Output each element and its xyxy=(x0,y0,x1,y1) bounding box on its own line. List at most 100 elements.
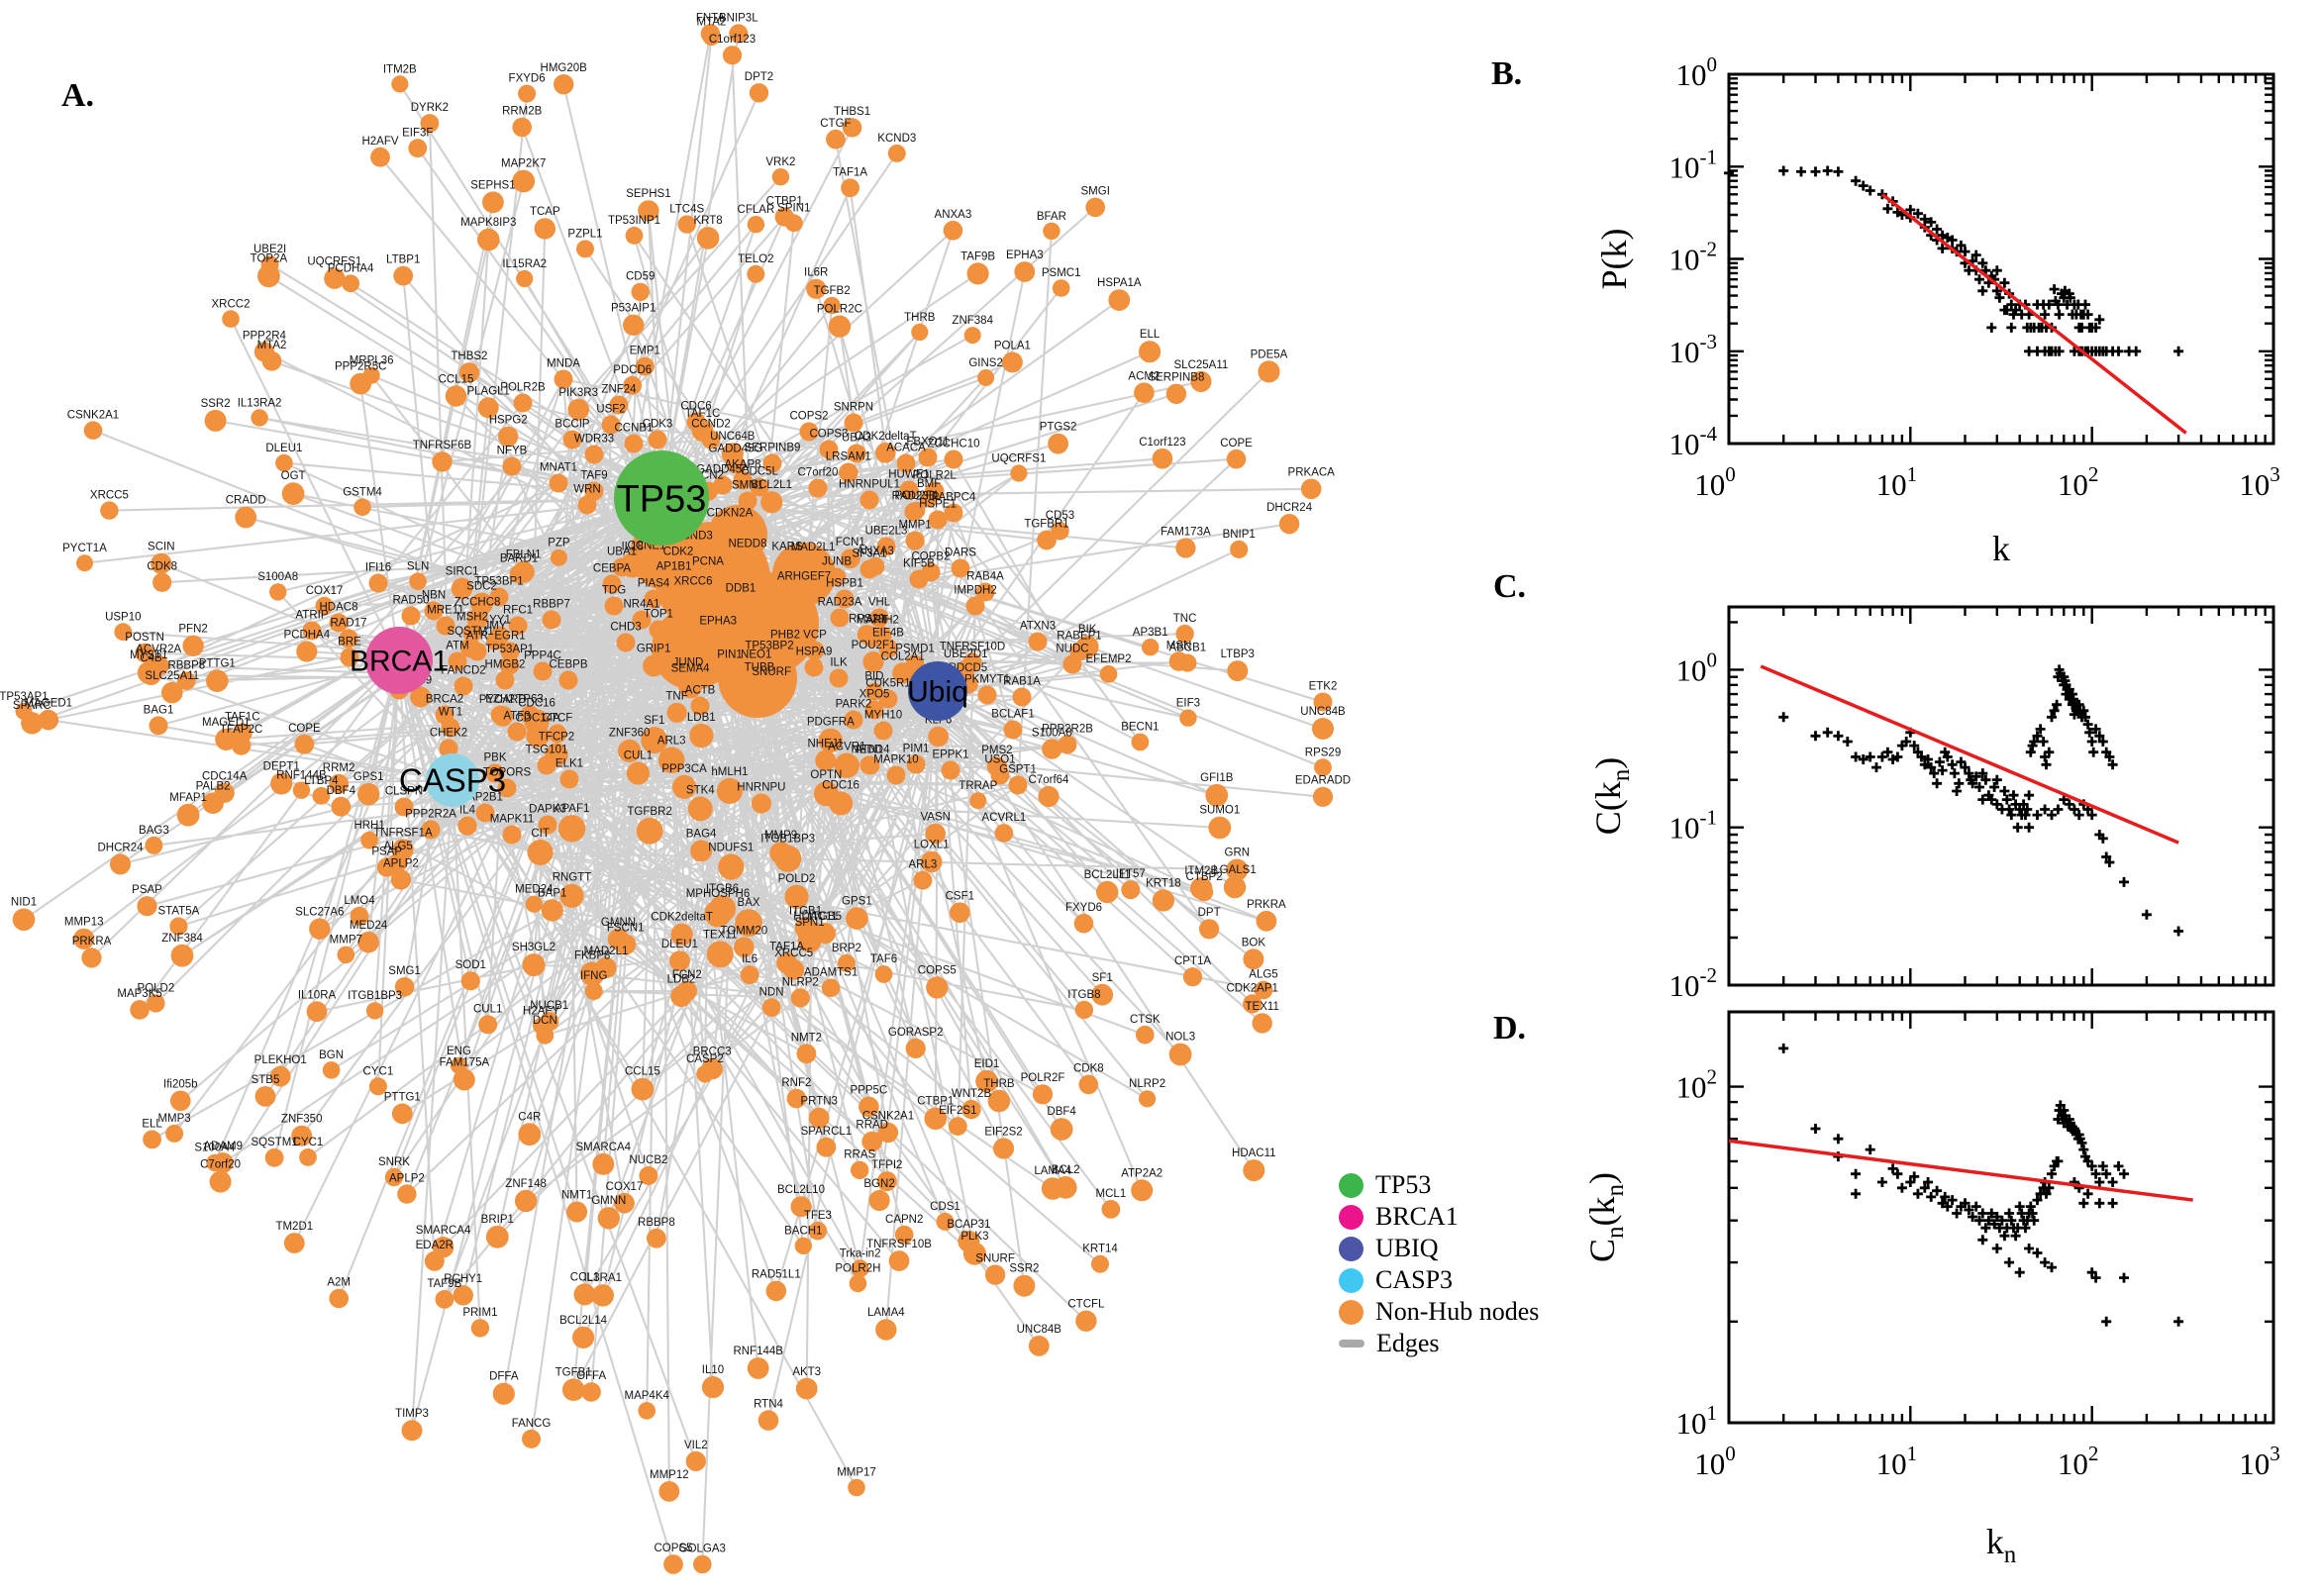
network-node-label: ATP2A2 xyxy=(1121,1167,1162,1179)
network-node xyxy=(1278,514,1300,535)
network-node-label: NUCB2 xyxy=(629,1154,667,1166)
network-node xyxy=(522,1429,541,1448)
network-node-label: IL13RA2 xyxy=(238,397,282,409)
network-node xyxy=(861,1131,882,1152)
network-node-label: APAF1 xyxy=(555,803,590,815)
network-node-label: CAPN2 xyxy=(885,1214,923,1226)
network-node-label: AP2B1 xyxy=(467,792,503,804)
network-node xyxy=(1226,449,1247,469)
network-node-label: CUL1 xyxy=(624,749,653,761)
network-node-label: S100A4 xyxy=(194,1143,236,1154)
network-node xyxy=(492,1382,515,1405)
network-node-label: NEDD8 xyxy=(729,539,767,550)
network-node-label: RAB1A xyxy=(1003,676,1041,688)
network-node xyxy=(591,1284,614,1307)
network-node-label: BNIP1 xyxy=(1223,529,1256,541)
network-node-label: GRN xyxy=(1225,848,1251,859)
network-node-label: SIRC1 xyxy=(446,566,479,578)
fit-line xyxy=(1728,1139,2193,1202)
network-node-label: ATN1 xyxy=(855,744,883,755)
network-node-label: HMGB2 xyxy=(485,659,526,671)
network-node xyxy=(296,641,318,662)
network-node-label: TP63 xyxy=(516,694,544,706)
network-node xyxy=(421,820,441,840)
network-node-label: COL2A1 xyxy=(881,650,925,662)
network-node xyxy=(975,582,995,602)
network-node xyxy=(799,422,819,442)
network-node-label: COX17 xyxy=(306,585,344,597)
network-node-label: TM2D1 xyxy=(275,1221,313,1233)
network-node xyxy=(899,480,919,500)
axis-ticks xyxy=(1727,1012,2275,1425)
network-node-label: NBN xyxy=(422,590,446,602)
network-node-label: FNTA xyxy=(696,12,726,24)
network-node-label: ZCCHC8 xyxy=(454,597,501,609)
network-node-label: MAP2K7 xyxy=(501,158,546,170)
network-node-label: PZP xyxy=(548,538,570,549)
network-node-label: CTBP2 xyxy=(1186,871,1223,883)
network-node-label: SLC25A11 xyxy=(1174,359,1229,371)
ytick-label: 10-1 xyxy=(1669,145,1718,184)
network-node xyxy=(527,840,554,865)
network-node xyxy=(453,1285,473,1306)
network-node-label: DPT xyxy=(1198,907,1221,919)
network-node xyxy=(534,218,556,240)
network-node xyxy=(643,654,665,677)
network-node xyxy=(751,793,772,814)
network-node-label: AKAP8 xyxy=(724,459,760,471)
network-core-cluster xyxy=(708,505,767,564)
network-node xyxy=(977,685,997,705)
network-node xyxy=(862,650,884,673)
network-node xyxy=(518,84,537,103)
network-node-label: CTCFL xyxy=(1067,1299,1105,1311)
node-swatch-icon xyxy=(1339,1267,1364,1293)
network-node xyxy=(1142,639,1160,656)
network-node-label: CIT xyxy=(531,828,550,840)
network-node xyxy=(631,282,650,302)
network-node xyxy=(370,147,390,167)
network-node-label: BARD1 xyxy=(500,553,538,565)
network-node xyxy=(943,221,963,241)
network-node-label: DDB1 xyxy=(726,583,757,595)
network-node-label: UBE2D1 xyxy=(944,648,988,660)
network-node xyxy=(1252,1013,1272,1034)
network-node-label: USO1 xyxy=(984,754,1015,766)
network-node-label: OFFA xyxy=(576,1370,606,1382)
network-node xyxy=(691,420,714,442)
network-node-label: TOPORS xyxy=(483,767,532,779)
network-node xyxy=(624,434,644,453)
network-node-label: SSR2 xyxy=(201,398,231,410)
network-node-label: ITGB1BP3 xyxy=(348,990,402,1002)
network-node-label: HSPA9 xyxy=(796,647,833,658)
network-node xyxy=(1313,692,1333,712)
network-node xyxy=(436,616,455,636)
network-node xyxy=(161,681,183,704)
network-node-label: DHCR24 xyxy=(1266,502,1313,514)
network-node xyxy=(401,1420,423,1442)
network-node xyxy=(350,372,372,395)
network-node-label: VASN xyxy=(920,812,950,824)
network-node-label: GMNN xyxy=(591,1195,626,1207)
network-node-label: MAD2L1 xyxy=(791,542,836,553)
network-node-label: STK4 xyxy=(686,785,715,797)
network-node-label: FXYD6 xyxy=(509,73,546,85)
network-node-label: C4B xyxy=(140,652,162,664)
network-node-label: APLP2 xyxy=(383,857,419,869)
network-node xyxy=(706,941,734,968)
network-node-label: UNC84B xyxy=(1017,1324,1062,1336)
network-node-label: HUWE1 xyxy=(888,469,930,481)
network-canvas: MLH1BRERAD17HDAC8ATRIPIFI16RAD50NBNMRE11… xyxy=(0,12,1351,1574)
network-node xyxy=(858,1096,879,1118)
hub-node-ubiq xyxy=(908,661,967,721)
network-node-label: SNRPN xyxy=(834,402,873,414)
hub-label-tp53: TP53 xyxy=(617,478,707,520)
network-node xyxy=(1312,718,1334,740)
network-node-label: TP53AP1 xyxy=(485,644,534,655)
network-node-label: MFAP1 xyxy=(169,792,207,804)
network-node xyxy=(951,558,970,578)
legend-label: BRCA1 xyxy=(1375,1202,1459,1231)
network-node xyxy=(339,629,358,648)
network-node-label: MCL1 xyxy=(1096,1188,1127,1200)
network-node-label: ANXA3 xyxy=(857,546,894,557)
network-node xyxy=(948,1117,967,1136)
